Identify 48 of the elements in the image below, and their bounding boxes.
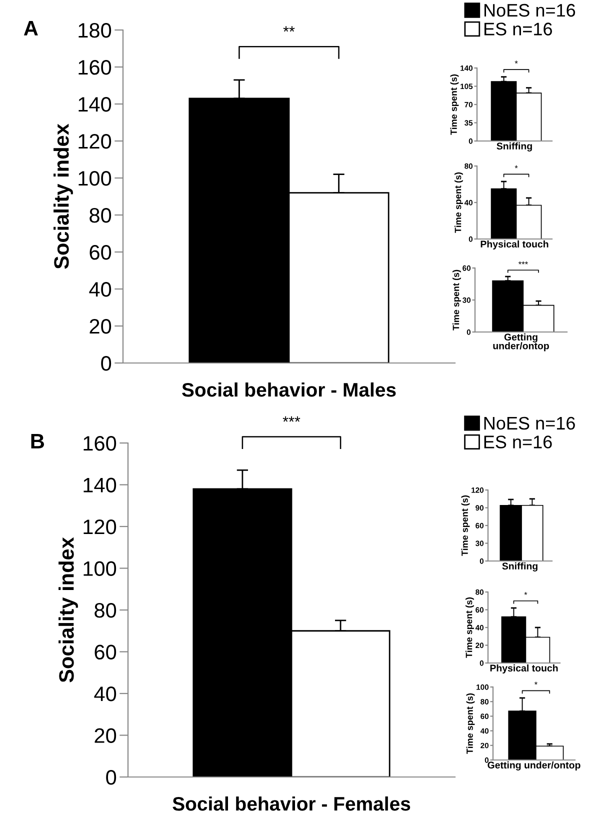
y-tick-label: 120 [78, 134, 112, 149]
y-axis-title: Time spent (s) [452, 270, 461, 330]
y-tick-label: 100 [84, 561, 116, 576]
y-tick-label: 20 [94, 728, 116, 744]
text: * [534, 682, 538, 685]
y-tick-label: 160 [84, 436, 116, 451]
chart-title: A [24, 21, 38, 36]
y-tick-label: 180 [78, 23, 112, 38]
y-axis-title: Time spent (s) [450, 74, 459, 135]
y-tick-label: 60 [94, 644, 116, 660]
x-axis-title: Getting under/ontop [488, 761, 580, 770]
y-tick-label: 0 [106, 770, 116, 785]
y-tick-label: 100 [78, 171, 112, 186]
y-axis-title: Time spent (s) [454, 172, 463, 233]
x-axis-title: Social behavior - Females [172, 796, 410, 811]
y-tick-label: 80 [94, 603, 116, 618]
legend-label: ES n=16 [484, 22, 552, 36]
x-axis-title: Physical touch [490, 664, 558, 674]
y-axis-title: Sociality index [54, 124, 73, 269]
x-axis-title: Physical touch [480, 240, 548, 250]
text: *** [282, 416, 300, 422]
y-tick-label: 80 [90, 208, 112, 223]
y-axis-title: Time spent (s) [461, 495, 470, 556]
y-tick-label: 0 [101, 356, 112, 371]
legend-label: NoES n=16 [484, 4, 576, 17]
y-tick-label: 40 [94, 686, 116, 702]
y-axis-title: Time spent (s) [466, 597, 474, 658]
annotation: * [524, 592, 528, 595]
y-axis-title: Sociality index [58, 537, 78, 682]
x-axis-title: Getting under/ontop [493, 333, 549, 352]
text: *** [518, 261, 528, 264]
legend-label: ES n=16 [484, 436, 552, 448]
y-tick-label: 160 [78, 60, 112, 75]
y-tick-label: 20 [90, 319, 112, 334]
y-tick-label: 40 [89, 282, 112, 297]
annotation: * [514, 165, 518, 168]
x-axis-title: Sniffing [496, 142, 532, 152]
y-axis-title: Time spent (s) [466, 693, 475, 754]
chart-title: B [31, 434, 44, 448]
annotation: ** [283, 26, 295, 32]
x-axis-title: Social behavior - Males [182, 382, 396, 397]
y-tick-label: 120 [84, 520, 116, 534]
y-tick-label: 140 [84, 478, 116, 493]
x-axis-title: Sniffing [502, 562, 538, 572]
legend-label: NoES n=16 [484, 416, 575, 430]
y-tick-label: 60 [90, 245, 112, 260]
text: * [514, 60, 518, 64]
y-tick-label: 140 [78, 97, 112, 112]
